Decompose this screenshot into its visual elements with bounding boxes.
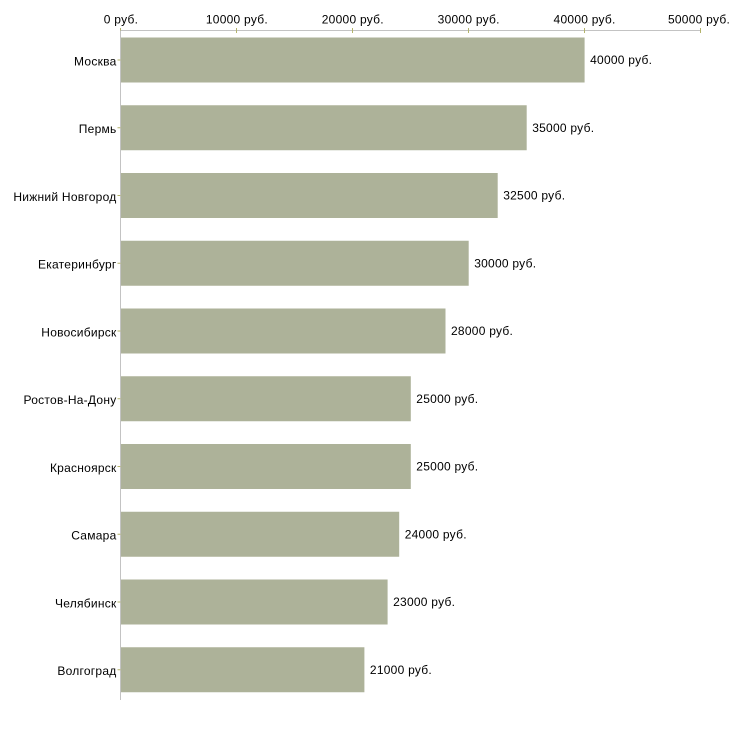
svg-text:Самара: Самара [71,529,116,543]
svg-text:Новосибирск: Новосибирск [41,325,117,339]
svg-text:28000 руб.: 28000 руб. [451,324,513,338]
svg-text:Красноярск: Красноярск [50,461,117,475]
svg-text:Пермь: Пермь [79,122,117,136]
svg-text:0 руб.: 0 руб. [104,12,138,26]
svg-text:30000 руб.: 30000 руб. [474,256,536,270]
svg-text:20000 руб.: 20000 руб. [322,12,384,26]
svg-text:25000 руб.: 25000 руб. [416,460,478,474]
svg-text:30000 руб.: 30000 руб. [438,12,500,26]
svg-text:Екатеринбург: Екатеринбург [38,258,117,272]
svg-text:23000 руб.: 23000 руб. [393,595,455,609]
svg-text:Ростов-На-Дону: Ростов-На-Дону [24,393,117,407]
svg-text:35000 руб.: 35000 руб. [532,121,594,135]
svg-text:Москва: Москва [74,54,117,68]
svg-text:25000 руб.: 25000 руб. [416,392,478,406]
svg-text:24000 руб.: 24000 руб. [405,527,467,541]
svg-text:40000 руб.: 40000 руб. [554,12,616,26]
svg-text:Нижний Новгород: Нижний Новгород [13,190,116,204]
svg-text:32500 руб.: 32500 руб. [503,189,565,203]
svg-text:21000 руб.: 21000 руб. [370,663,432,677]
svg-text:Волгоград: Волгоград [57,664,116,678]
svg-text:Челябинск: Челябинск [55,596,117,610]
svg-text:10000 руб.: 10000 руб. [206,12,268,26]
svg-text:40000 руб.: 40000 руб. [590,53,652,67]
svg-text:50000 руб.: 50000 руб. [668,12,730,26]
